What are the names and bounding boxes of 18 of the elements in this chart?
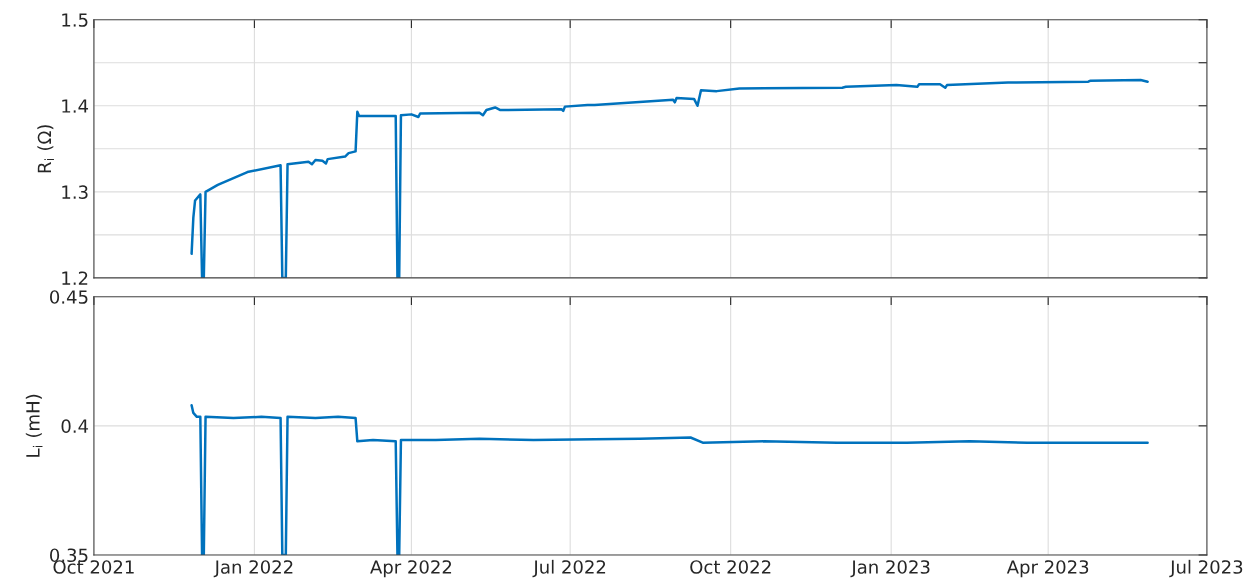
y-tick-label: 1.3 <box>62 185 88 199</box>
x-tick-label: Apr 2022 <box>370 560 452 578</box>
line-series <box>190 403 1149 555</box>
y-tick-label: 1.4 <box>62 99 89 113</box>
y-axis-title: R$_{i}$ (Ω) <box>37 125 54 173</box>
y-tick-label: 1.5 <box>62 13 88 27</box>
x-tick-label: Oct 2022 <box>690 560 771 574</box>
y-axis-title: L$_{i}$ (mH) <box>25 394 43 457</box>
x-tick-label: Jul 2023 <box>1169 559 1243 578</box>
y-tick-label: 0.45 <box>50 290 88 304</box>
y-tick-label: 0.35 <box>50 548 88 563</box>
x-tick-label: Jan 2022 <box>213 560 293 578</box>
x-tick-label: Jan 2023 <box>850 560 930 578</box>
y-tick-label: 1.2 <box>62 271 88 285</box>
x-tick-label: Apr 2023 <box>1006 560 1089 578</box>
line-series <box>190 78 1149 278</box>
y-tick-label: 0.4 <box>61 419 89 433</box>
x-tick-label: Jul 2022 <box>532 559 606 578</box>
